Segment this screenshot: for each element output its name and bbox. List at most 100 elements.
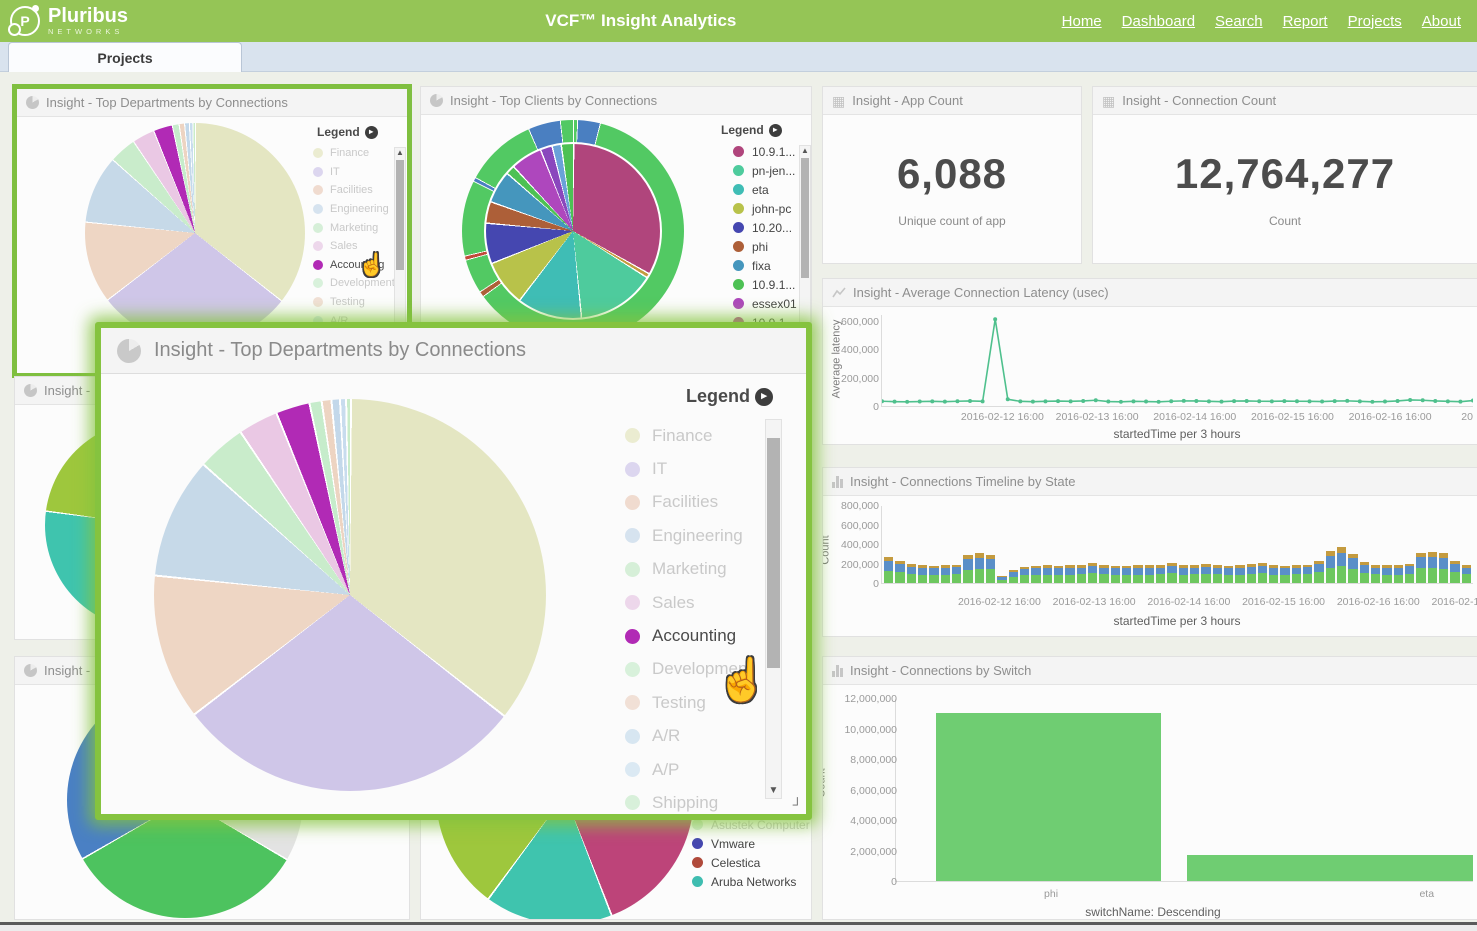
- legend-item-testing[interactable]: Testing: [625, 686, 761, 719]
- departments-pie-chart-large[interactable]: [154, 399, 546, 791]
- legend-item-marketing[interactable]: Marketing: [313, 218, 393, 237]
- timeline-bar[interactable]: [1053, 565, 1064, 583]
- timeline-bar[interactable]: [1133, 565, 1143, 583]
- timeline-bar[interactable]: [1110, 565, 1120, 583]
- timeline-bar[interactable]: [884, 557, 894, 583]
- legend-scrollbar[interactable]: ▼: [765, 419, 782, 799]
- panel-header[interactable]: Insight - Connections by Switch: [823, 657, 1477, 685]
- nav-link-search[interactable]: Search: [1215, 12, 1263, 30]
- scrollbar-thumb[interactable]: [767, 438, 780, 668]
- bar-phi[interactable]: [936, 713, 1162, 881]
- panel-header[interactable]: ▦ Insight - Connection Count: [1093, 87, 1477, 115]
- timeline-bar[interactable]: [1235, 565, 1245, 583]
- timeline-bar[interactable]: [1076, 564, 1086, 583]
- timeline-bar[interactable]: [906, 564, 916, 583]
- latency-plot-area[interactable]: [880, 315, 1475, 407]
- legend-item-engineering[interactable]: Engineering: [313, 200, 393, 219]
- timeline-bar[interactable]: [1087, 562, 1098, 583]
- legend-toggle-icon[interactable]: ▸: [768, 123, 782, 137]
- clients-pie-inner-ring[interactable]: [484, 142, 662, 320]
- legend-header[interactable]: Legend ▸: [686, 386, 774, 407]
- nav-link-dashboard[interactable]: Dashboard: [1121, 12, 1196, 30]
- legend-header[interactable]: Legend ▸: [721, 123, 782, 137]
- legend-item-10-20-[interactable]: 10.20...: [733, 218, 799, 237]
- legend-item-finance[interactable]: Finance: [313, 144, 393, 163]
- timeline-bar[interactable]: [1099, 564, 1109, 583]
- legend-item-celestica[interactable]: Celestica: [692, 853, 810, 872]
- timeline-bar[interactable]: [985, 554, 996, 583]
- timeline-bar[interactable]: [1144, 565, 1154, 583]
- legend-item-10-9-1-[interactable]: 10.9.1...: [733, 142, 799, 161]
- timeline-bar[interactable]: [1065, 565, 1075, 583]
- legend-item-marketing[interactable]: Marketing: [625, 553, 761, 586]
- timeline-bar[interactable]: [1008, 569, 1018, 583]
- timeline-bar[interactable]: [1189, 564, 1200, 583]
- scrollbar-thumb[interactable]: [396, 160, 404, 270]
- legend-item-vmware[interactable]: Vmware: [692, 834, 810, 853]
- scroll-up-icon[interactable]: ▲: [396, 148, 404, 157]
- timeline-bar[interactable]: [1461, 564, 1472, 583]
- timeline-bar[interactable]: [1439, 553, 1449, 583]
- timeline-bar[interactable]: [951, 564, 962, 583]
- legend-item-a-r[interactable]: A/R: [625, 720, 761, 753]
- timeline-bar[interactable]: [1269, 565, 1279, 583]
- timeline-bar[interactable]: [1405, 563, 1415, 583]
- timeline-bar[interactable]: [1121, 565, 1132, 583]
- legend-item-10-9-1-[interactable]: 10.9.1...: [733, 275, 799, 294]
- nav-link-about[interactable]: About: [1421, 12, 1461, 30]
- resize-handle-icon[interactable]: ┘: [792, 797, 802, 812]
- timeline-bar[interactable]: [1155, 564, 1166, 583]
- timeline-bar[interactable]: [1348, 553, 1358, 583]
- legend-item-john-pc[interactable]: john-pc: [733, 199, 799, 218]
- legend-item-asustek-computer[interactable]: Asustek Computer: [692, 815, 810, 834]
- legend-toggle-icon[interactable]: ▸: [364, 125, 378, 139]
- timeline-bar[interactable]: [1359, 561, 1370, 583]
- legend-item-it[interactable]: IT: [625, 452, 761, 485]
- legend-item-engineering[interactable]: Engineering: [625, 519, 761, 552]
- timeline-bar[interactable]: [1371, 564, 1381, 583]
- timeline-bar[interactable]: [940, 565, 950, 583]
- legend-item-eta[interactable]: eta: [733, 180, 799, 199]
- timeline-bar[interactable]: [895, 561, 905, 583]
- legend-item-development[interactable]: Development: [625, 653, 761, 686]
- timeline-bar[interactable]: [1257, 562, 1268, 583]
- legend-scrollbar[interactable]: ▲: [394, 147, 406, 369]
- legend-item-facilities[interactable]: Facilities: [625, 486, 761, 519]
- legend-header[interactable]: Legend ▸: [317, 125, 378, 139]
- legend-scrollbar[interactable]: ▲: [799, 145, 811, 367]
- timeline-bar[interactable]: [1019, 566, 1030, 583]
- scroll-down-icon[interactable]: ▼: [768, 785, 779, 796]
- legend-item-facilities[interactable]: Facilities: [313, 181, 393, 200]
- timeline-bar[interactable]: [1303, 564, 1313, 583]
- panel-header[interactable]: ▦ Insight - App Count: [823, 87, 1081, 115]
- switch-plot-area[interactable]: [895, 699, 1473, 882]
- legend-item-essex01[interactable]: essex01: [733, 294, 799, 313]
- legend-item-development[interactable]: Development: [313, 274, 395, 293]
- panel-header[interactable]: Insight - Connections Timeline by State: [823, 468, 1477, 496]
- timeline-bar[interactable]: [963, 555, 973, 583]
- legend-item-shipping[interactable]: Shipping: [625, 786, 761, 814]
- timeline-bar[interactable]: [1393, 565, 1404, 583]
- bar-eta[interactable]: [1187, 855, 1473, 881]
- timeline-bar[interactable]: [1280, 565, 1290, 583]
- legend-item-pn-jen-[interactable]: pn-jen...: [733, 161, 799, 180]
- nav-link-home[interactable]: Home: [1061, 12, 1102, 30]
- timeline-bar[interactable]: [917, 565, 928, 583]
- legend-toggle-icon[interactable]: ▸: [755, 387, 774, 406]
- timeline-bar[interactable]: [1325, 550, 1336, 583]
- timeline-bar[interactable]: [1427, 552, 1438, 583]
- timeline-bar[interactable]: [1246, 564, 1256, 583]
- timeline-bar[interactable]: [1201, 564, 1211, 583]
- legend-item-phi[interactable]: phi: [733, 237, 799, 256]
- timeline-bar[interactable]: [997, 575, 1007, 583]
- timeline-bar[interactable]: [1382, 565, 1392, 583]
- legend-item-sales[interactable]: Sales: [625, 586, 761, 619]
- timeline-bar[interactable]: [1031, 565, 1041, 583]
- departments-pie-chart[interactable]: [85, 123, 305, 343]
- timeline-bar[interactable]: [1314, 561, 1324, 583]
- panel-header[interactable]: Insight - Average Connection Latency (us…: [823, 279, 1477, 307]
- timeline-plot-area[interactable]: [881, 506, 1473, 584]
- timeline-bar[interactable]: [1291, 564, 1302, 583]
- panel-header[interactable]: Insight - Top Departments by Connections: [17, 89, 407, 117]
- tab-projects[interactable]: Projects: [8, 42, 242, 72]
